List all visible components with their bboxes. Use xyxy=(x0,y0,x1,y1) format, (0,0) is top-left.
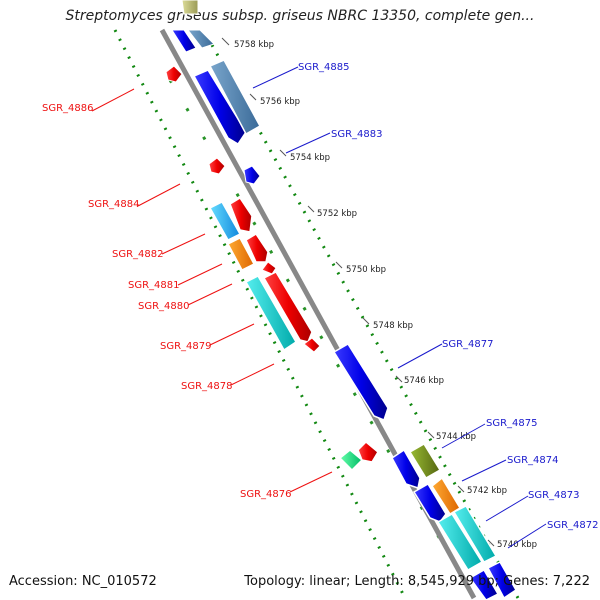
label-sgr-4874[interactable]: SGR_4874 xyxy=(461,455,559,482)
gene-4880[interactable] xyxy=(261,261,277,275)
gene-4872-blue[interactable] xyxy=(468,568,500,600)
svg-text:SGR_4875: SGR_4875 xyxy=(486,418,538,429)
tick-label: 5754 kbp xyxy=(290,153,330,163)
tick-label: 5756 kbp xyxy=(260,97,300,107)
svg-text:SGR_4872: SGR_4872 xyxy=(547,520,599,531)
accession-text: Accession: NC_010572 xyxy=(9,574,157,589)
svg-text:SGR_4884: SGR_4884 xyxy=(88,199,140,210)
svg-text:SGR_4885: SGR_4885 xyxy=(298,62,350,73)
svg-text:SGR_4881: SGR_4881 xyxy=(128,280,180,291)
label-sgr-4882[interactable]: SGR_4882 xyxy=(112,233,206,260)
gene-4882-sky[interactable] xyxy=(208,201,242,241)
gene-4872-blue-2[interactable] xyxy=(486,561,517,600)
label-sgr-4881[interactable]: SGR_4881 xyxy=(128,263,223,291)
label-sgr-4873[interactable]: SGR_4873 xyxy=(485,490,580,522)
tick-label: 5740 kbp xyxy=(497,540,537,550)
svg-text:SGR_4877: SGR_4877 xyxy=(442,339,494,350)
label-sgr-4883[interactable]: SGR_4883 xyxy=(285,129,383,154)
label-sgr-4875[interactable]: SGR_4875 xyxy=(441,418,538,449)
gene-4883[interactable] xyxy=(243,165,261,185)
gene-4885-blue[interactable] xyxy=(192,69,247,146)
gene-4873-cyan[interactable] xyxy=(436,512,484,572)
svg-text:SGR_4873: SGR_4873 xyxy=(528,490,580,501)
svg-text:SGR_4878: SGR_4878 xyxy=(181,381,233,392)
svg-text:SGR_4879: SGR_4879 xyxy=(160,341,212,352)
svg-text:SGR_4886: SGR_4886 xyxy=(42,103,94,114)
gene-top-steel[interactable] xyxy=(186,29,215,49)
label-sgr-4879[interactable]: SGR_4879 xyxy=(160,323,255,352)
gene-4874-blue[interactable] xyxy=(412,482,447,523)
label-sgr-4880[interactable]: SGR_4880 xyxy=(138,283,233,312)
gene-4879-cyan[interactable] xyxy=(244,275,298,352)
tick-5754: 5754 kbp xyxy=(279,149,330,163)
tick-label: 5742 kbp xyxy=(467,486,507,496)
label-sgr-4886[interactable]: SGR_4886 xyxy=(42,88,135,114)
gene-4878[interactable] xyxy=(303,337,321,353)
svg-text:SGR_4874: SGR_4874 xyxy=(507,455,559,466)
gene-4879-red[interactable] xyxy=(262,271,313,343)
gene-top-blue[interactable] xyxy=(171,29,197,53)
tick-5746: 5746 kbp xyxy=(395,375,444,386)
svg-text:SGR_4876: SGR_4876 xyxy=(240,489,292,500)
gene-4881-red[interactable] xyxy=(245,232,269,263)
tick-5744: 5744 kbp xyxy=(427,431,476,442)
tick-5748: 5748 kbp xyxy=(362,317,413,331)
tick-5740: 5740 kbp xyxy=(487,539,537,550)
tick-5756: 5756 kbp xyxy=(249,93,300,107)
tick-label: 5744 kbp xyxy=(436,432,476,442)
gene-4874-orange[interactable] xyxy=(431,476,462,516)
svg-text:SGR_4883: SGR_4883 xyxy=(331,129,383,140)
gene-4877[interactable] xyxy=(332,342,389,421)
gene-4886[interactable] xyxy=(165,65,183,83)
svg-text:SGR_4882: SGR_4882 xyxy=(112,249,164,260)
tick-5758: 5758 kbp xyxy=(221,37,274,50)
gene-4884[interactable] xyxy=(208,157,226,175)
tick-label: 5752 kbp xyxy=(317,209,357,219)
tick-label: 5750 kbp xyxy=(346,265,386,275)
label-sgr-4878[interactable]: SGR_4878 xyxy=(181,363,275,392)
tick-label: 5748 kbp xyxy=(373,321,413,331)
label-sgr-4872[interactable]: SGR_4872 xyxy=(507,520,599,549)
gene-4873-cyan-2[interactable] xyxy=(452,505,498,563)
label-sgr-4884[interactable]: SGR_4884 xyxy=(88,183,181,210)
tick-label: 5746 kbp xyxy=(404,376,444,386)
svg-text:SGR_4880: SGR_4880 xyxy=(138,301,190,312)
gene-4875-blue[interactable] xyxy=(391,448,421,489)
tick-5742: 5742 kbp xyxy=(457,485,507,496)
tick-5750: 5750 kbp xyxy=(335,261,386,275)
label-sgr-4885[interactable]: SGR_4885 xyxy=(252,62,350,89)
tick-label: 5758 kbp xyxy=(234,40,274,50)
gene-4881-orange[interactable] xyxy=(226,237,256,271)
left-dotted-track xyxy=(113,29,407,599)
gene-4876-red[interactable] xyxy=(357,440,379,463)
gene-4875-olive[interactable] xyxy=(408,442,442,480)
gene-4885-steel[interactable] xyxy=(208,59,262,136)
label-sgr-4877[interactable]: SGR_4877 xyxy=(397,339,494,369)
gene-top-khaki[interactable] xyxy=(181,0,199,15)
gene-4882-red[interactable] xyxy=(229,196,253,233)
genome-summary-text: Topology: linear; Length: 8,545,929 bp; … xyxy=(244,574,590,589)
label-sgr-4876[interactable]: SGR_4876 xyxy=(240,471,333,500)
tick-5752: 5752 kbp xyxy=(307,205,357,219)
map-title: Streptomyces griseus subsp. griseus NBRC… xyxy=(65,8,535,24)
